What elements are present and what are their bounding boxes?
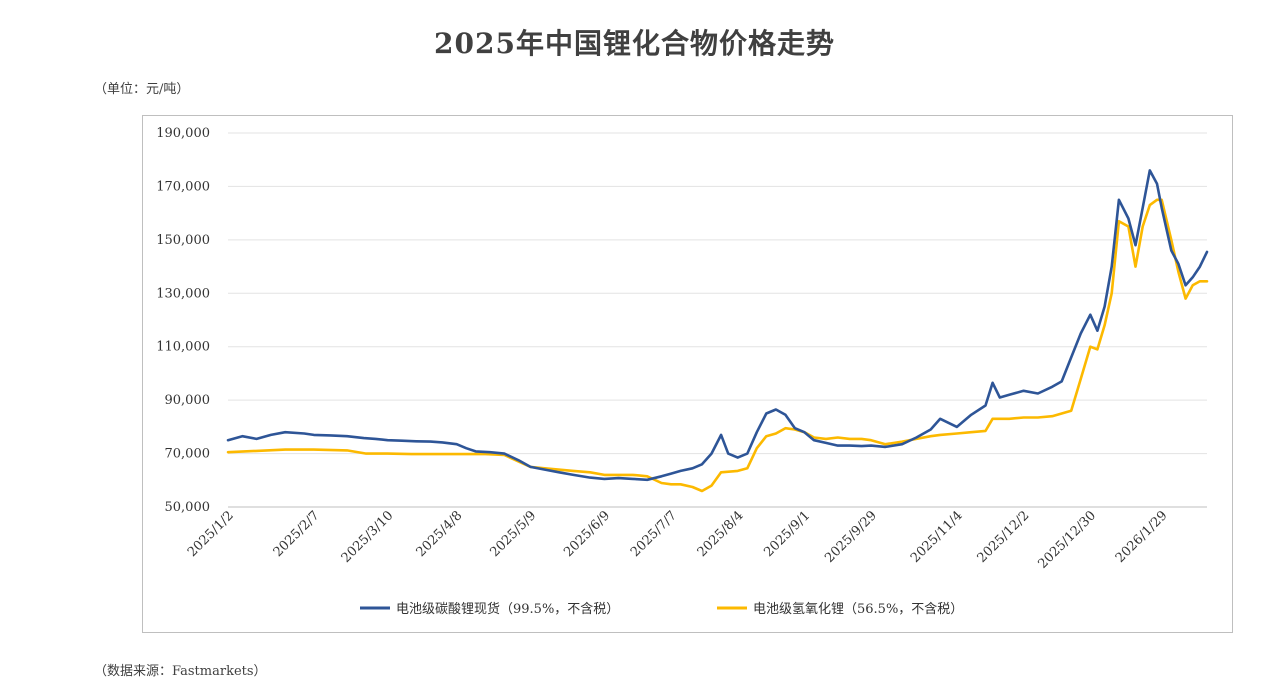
x-tick-label: 2026/1/29 bbox=[1113, 508, 1171, 566]
y-tick-label: 110,000 bbox=[156, 340, 210, 355]
y-tick-label: 130,000 bbox=[156, 286, 210, 301]
chart-title: 2025年中国锂化合物价格走势 bbox=[434, 27, 835, 60]
x-tick-label: 2025/9/29 bbox=[822, 508, 880, 566]
y-tick-label: 150,000 bbox=[156, 233, 210, 248]
x-tick-label: 2025/2/7 bbox=[271, 508, 323, 560]
x-tick-label: 2025/9/1 bbox=[761, 508, 813, 560]
y-tick-label: 90,000 bbox=[165, 393, 211, 408]
x-tick-label: 2025/12/2 bbox=[975, 508, 1033, 566]
legend-label: 电池级碳酸锂现货（99.5%，不含税） bbox=[396, 601, 619, 617]
x-tick-label: 2025/11/4 bbox=[908, 508, 966, 566]
y-tick-label: 50,000 bbox=[165, 500, 211, 515]
y-tick-label: 190,000 bbox=[156, 126, 210, 141]
x-tick-label: 2025/3/10 bbox=[339, 508, 397, 566]
legend-item-lithium-hydroxide: 电池级氢氧化锂（56.5%，不含税） bbox=[717, 601, 963, 617]
x-tick-label: 2025/4/8 bbox=[414, 508, 466, 560]
x-tick-label: 2025/1/2 bbox=[185, 508, 237, 560]
x-tick-label: 2025/5/9 bbox=[487, 508, 539, 560]
x-tick-label: 2025/7/7 bbox=[628, 508, 680, 560]
source-note: （数据来源：Fastmarkets） bbox=[94, 664, 267, 679]
legend-label: 电池级氢氧化锂（56.5%，不含税） bbox=[753, 601, 963, 617]
x-tick-label: 2025/6/9 bbox=[561, 508, 613, 560]
x-tick-label: 2025/8/4 bbox=[695, 508, 747, 560]
y-tick-label: 70,000 bbox=[165, 447, 211, 462]
unit-note: （单位：元/吨） bbox=[94, 82, 190, 97]
series-line-lithium-carbonate bbox=[226, 169, 1209, 482]
series-line-lithium-hydroxide bbox=[226, 198, 1209, 493]
chart-frame bbox=[142, 115, 1233, 633]
y-tick-label: 170,000 bbox=[156, 179, 210, 194]
legend-item-lithium-carbonate: 电池级碳酸锂现货（99.5%，不含税） bbox=[360, 601, 619, 617]
x-tick-label: 2025/12/30 bbox=[1036, 508, 1100, 572]
